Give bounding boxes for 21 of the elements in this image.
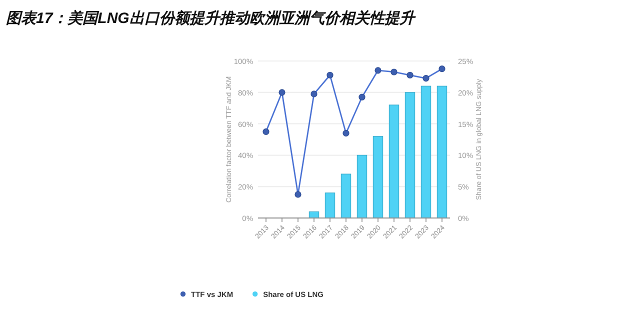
point	[390, 68, 398, 76]
point	[422, 74, 430, 82]
point	[310, 90, 318, 98]
point	[262, 128, 270, 135]
point	[438, 66, 446, 72]
point	[358, 94, 366, 100]
bar	[372, 136, 384, 218]
point	[278, 89, 286, 96]
point	[326, 72, 334, 78]
bar	[324, 192, 336, 218]
point	[294, 191, 302, 198]
title: 图表17：美国LNG出口份额提升推动欧洲亚洲气价相关性提升	[6, 10, 414, 27]
bar	[420, 86, 432, 218]
point	[406, 72, 414, 78]
point	[374, 67, 382, 74]
point	[342, 130, 350, 137]
bar	[356, 154, 368, 218]
bar	[436, 86, 448, 218]
bar	[404, 92, 416, 218]
bar	[388, 104, 400, 218]
bar	[340, 174, 352, 218]
